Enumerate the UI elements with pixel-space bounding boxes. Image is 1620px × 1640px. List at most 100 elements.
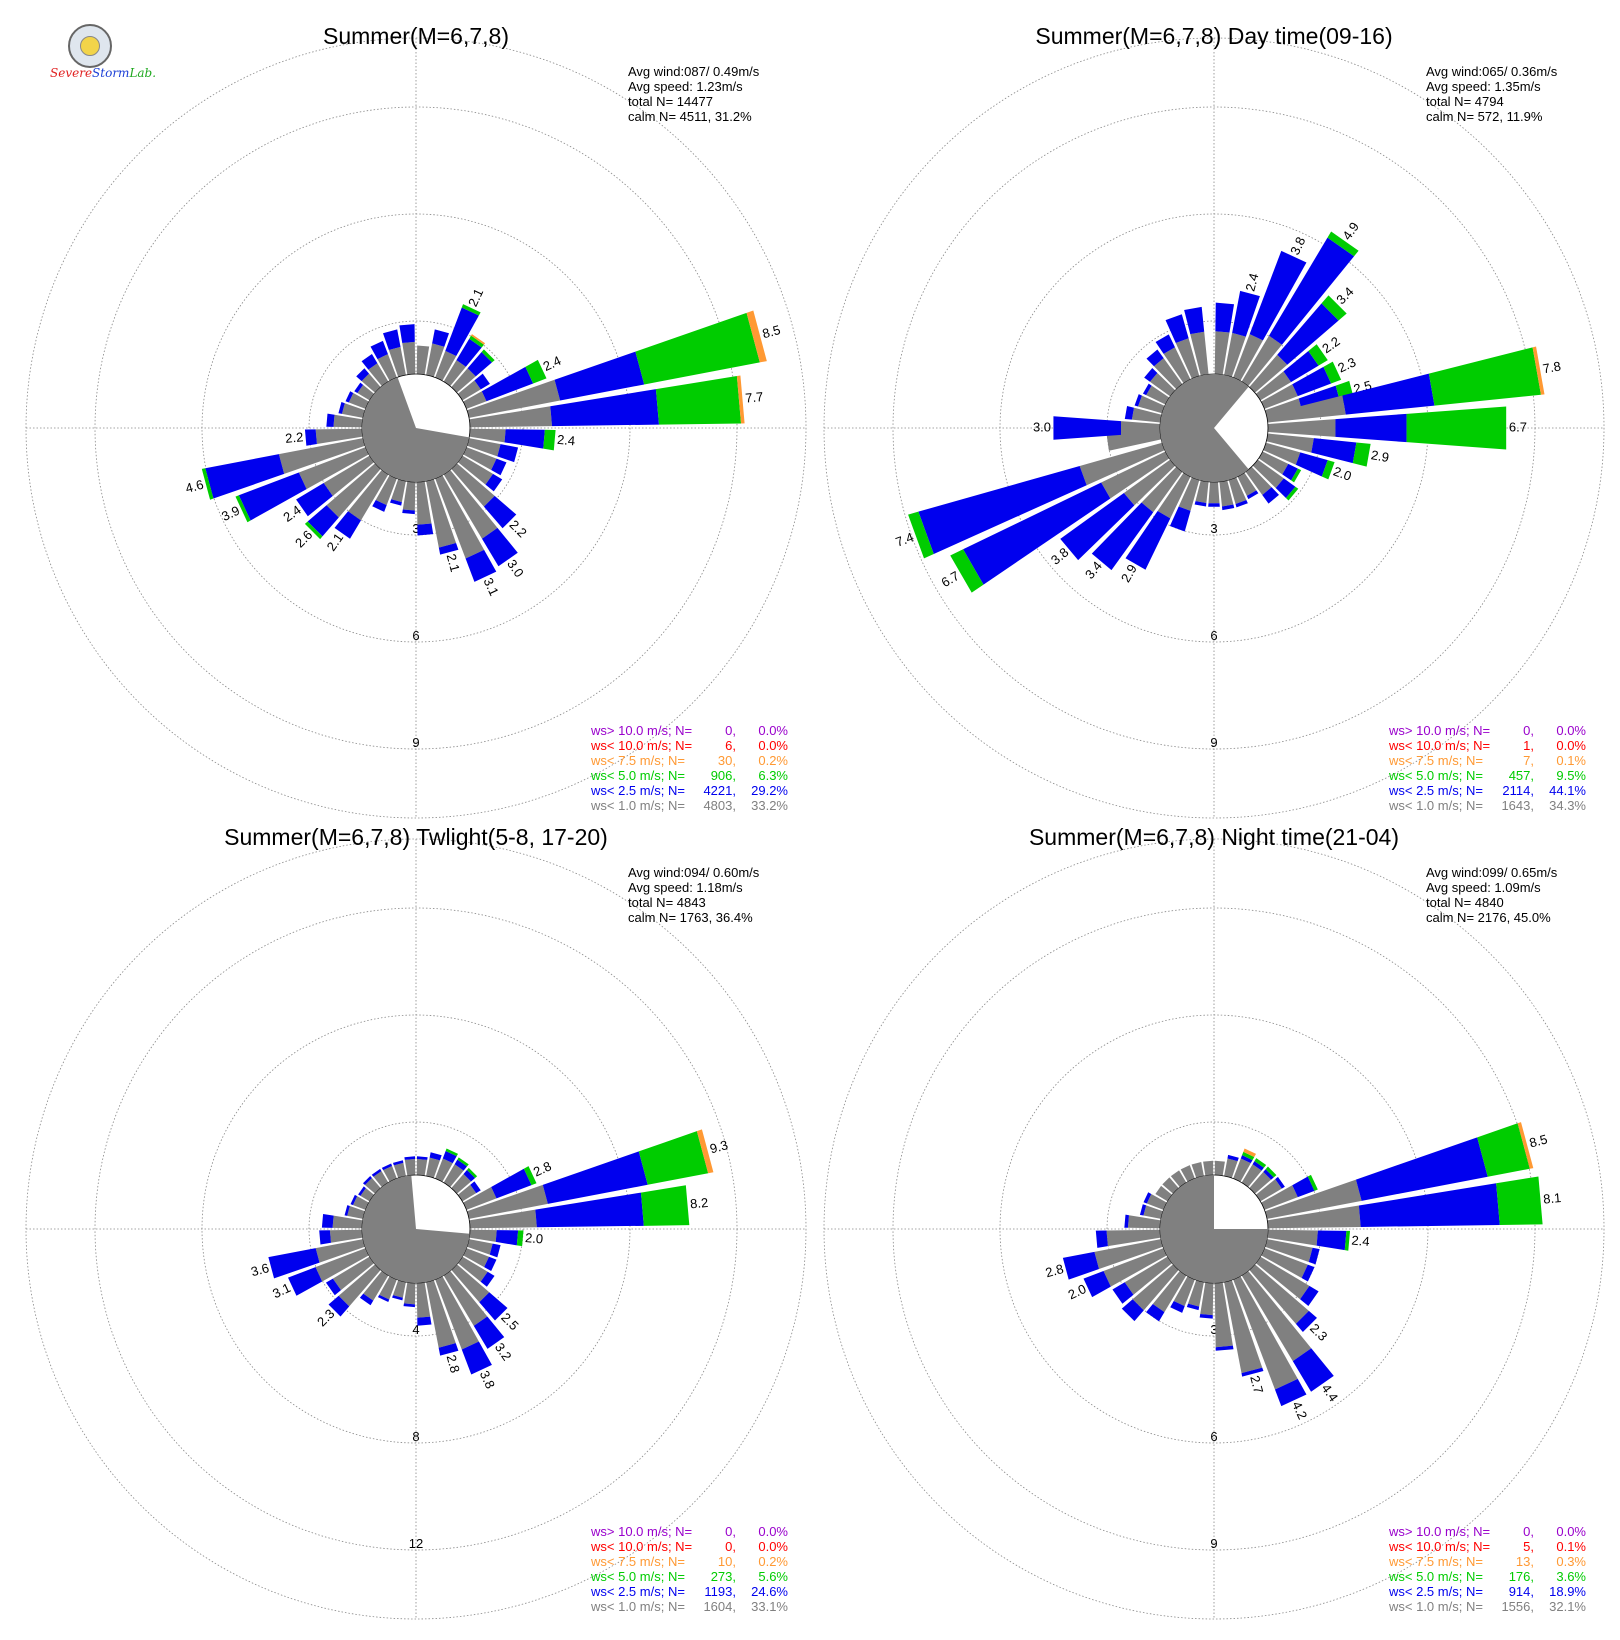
petal-segment [469,335,484,348]
petal-segment [345,391,354,403]
petal-label: 3.1 [270,1280,293,1301]
petal-195 [390,478,406,506]
petal-segment [382,329,401,351]
petal-segment [516,1230,524,1247]
petal-segment [1355,1137,1488,1201]
petal-125 [457,1256,495,1287]
petal-segment [1232,290,1260,337]
petal-segment [238,472,307,521]
petal-segment [554,351,645,401]
petal-segment [1214,331,1230,375]
petal-45: 3.4 [1249,284,1357,393]
petal-segment [1249,1264,1309,1324]
petal-segment [1190,331,1209,376]
legend-percent: 0.0% [1556,723,1586,738]
petal-235 [325,1256,375,1296]
petal-segment [1261,384,1298,409]
stats-line: total N= 4843 [628,895,706,910]
petal-segment [543,429,556,451]
legend-label: ws< 1.0 m/s; N= [590,798,685,813]
petal-label: 2.7 [1247,1374,1266,1395]
petal-segment [1255,1179,1282,1202]
legend-label: ws< 2.5 m/s; N= [590,1584,685,1599]
petal-segment [1214,1160,1225,1176]
petal-segment [357,384,375,401]
petal-segment [1233,1276,1298,1390]
petal-5 [1214,1160,1225,1176]
petal-305 [358,1186,375,1202]
legend-count: 457, [1509,768,1534,783]
petal-segment [465,549,497,582]
petal-segment [1308,344,1328,366]
petal-15 [426,329,450,378]
petal-label: 2.1 [465,286,486,309]
petal-segment [373,1171,389,1188]
petal-segment [469,1229,497,1242]
petal-55 [457,373,490,401]
legend-label: ws< 1.0 m/s; N= [1388,798,1483,813]
petal-segment [1406,406,1507,450]
petal-segment [480,1271,495,1287]
petal-segment [1283,351,1319,383]
petal-label: 3.6 [249,1260,270,1279]
petal-segment [1112,1282,1134,1304]
legend-percent: 0.0% [758,1539,788,1554]
petal-segment [1132,1264,1179,1311]
petal-segment [1095,1230,1108,1248]
petal-35 [443,1157,469,1188]
petal-segment [469,406,553,428]
petal-segment [235,495,251,523]
petal-segment [347,1205,366,1219]
legend-count: 0, [725,1524,736,1539]
petal-35 [1241,1158,1267,1188]
petal-segment [1144,367,1158,382]
petal-segment [1342,373,1435,415]
petal-segment [1246,490,1259,500]
petal-segment [950,549,984,593]
petal-segment [1237,472,1257,496]
petal-segment [416,345,430,375]
petal-segment [1170,1301,1185,1313]
petal-segment [1157,472,1191,519]
petal-segment [1241,1270,1312,1362]
legend-count: 1193, [704,1584,736,1599]
petal-320 [1146,349,1183,390]
outer-ring-circle [823,37,1605,819]
petal-segment [1143,1205,1164,1219]
petal-label: 8.2 [690,1195,709,1212]
petal-segment [457,1256,488,1282]
petal-segment [1245,466,1272,495]
legend-percent: 3.6% [1556,1569,1586,1584]
petal-segment [363,1270,389,1301]
calm-sector [1160,1175,1268,1283]
petal-segment [304,429,317,446]
petal-95: 2.4 [469,428,576,451]
petal-segment [1275,478,1296,498]
petal-95: 2.4 [1267,1229,1370,1251]
legend-count: 0, [1523,723,1534,738]
petal-segment [1125,511,1171,570]
petal-segment [435,1158,453,1182]
petal-segment [1146,1193,1167,1210]
petal-segment [746,310,767,363]
petal-segment [1101,451,1170,499]
petal-310 [1144,367,1176,397]
petal-segment [1254,1158,1267,1168]
petal-segment [361,354,378,370]
petal-115 [463,1248,497,1272]
petal-label: 3.2 [492,1340,515,1363]
petal-95: 2.0 [469,1229,544,1247]
legend-count: 1, [1523,738,1534,753]
ring-circle [1106,1121,1322,1337]
petal-segment [467,1167,478,1178]
petal-105 [466,1239,501,1258]
petal-segment [1233,334,1263,381]
petal-segment [1295,452,1328,477]
petal-245: 2.0 [1066,1248,1167,1302]
legend-count: 30, [718,753,736,768]
petal-335 [1180,1165,1195,1182]
legend-count: 1643, [1501,798,1534,813]
petal-segment [1224,1158,1238,1179]
legend-percent: 0.0% [758,738,788,753]
petal-355 [399,324,416,375]
